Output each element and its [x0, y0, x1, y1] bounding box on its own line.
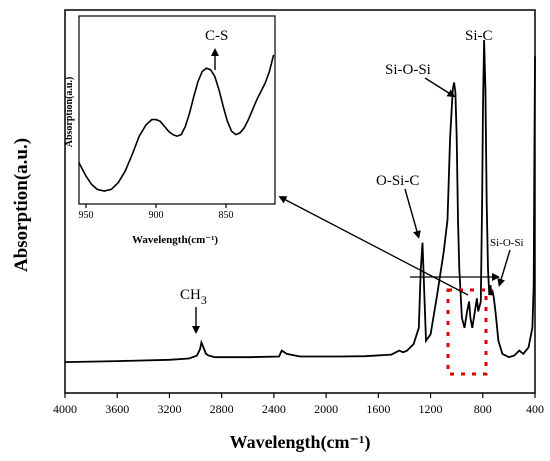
- main-x-tick-label: 2000: [314, 402, 338, 416]
- main-x-tick-label: 2400: [262, 402, 286, 416]
- annotation-si-o-si-small: Si-O-Si: [490, 237, 524, 249]
- arrow-si-o-si: [424, 77, 456, 98]
- main-x-tick-label: 3600: [105, 402, 129, 416]
- main-x-tick-label: 1600: [366, 402, 390, 416]
- inset-y-axis-title: Absorption(a.u.): [64, 77, 75, 148]
- inset-plot-frame: [78, 15, 276, 205]
- main-x-ticks: 4000 3600 3200 2800 2400 2000 1600 1200 800 400: [53, 393, 544, 416]
- annotation-si-o-si: Si-O-Si: [385, 62, 431, 78]
- inset-x-ticks: 950 900 850: [79, 204, 234, 221]
- inset-x-tick-label: 850: [219, 210, 234, 221]
- inset-x-axis-title: Wavelength(cm⁻¹): [132, 234, 218, 246]
- zoom-region-box: [446, 288, 488, 376]
- main-x-tick-label: 800: [474, 402, 492, 416]
- main-x-tick-label: 400: [526, 402, 544, 416]
- zoom-arrow-to-inset: [278, 196, 469, 296]
- annotation-si-c: Si-C: [465, 28, 493, 44]
- inset-x-tick-label: 950: [79, 210, 94, 221]
- main-x-tick-label: 2800: [210, 402, 234, 416]
- arrow-si-o-si-small: [497, 249, 511, 287]
- main-y-axis-title: Absorption(a.u.): [11, 138, 32, 272]
- main-x-axis-title: Wavelength(cm⁻¹): [230, 432, 371, 453]
- inset-x-tick-label: 900: [149, 210, 164, 221]
- annotation-c-s: C-S: [205, 28, 228, 44]
- main-spectrum-line: [64, 39, 536, 363]
- annotation-o-si-c: O-Si-C: [376, 173, 419, 189]
- main-x-tick-label: 3200: [157, 402, 181, 416]
- inset-spectrum-line: [78, 54, 275, 192]
- annotation-ch3: CH3: [180, 287, 207, 307]
- arrow-o-si-c: [404, 188, 421, 239]
- main-x-tick-label: 4000: [53, 402, 77, 416]
- main-x-tick-label: 1200: [419, 402, 443, 416]
